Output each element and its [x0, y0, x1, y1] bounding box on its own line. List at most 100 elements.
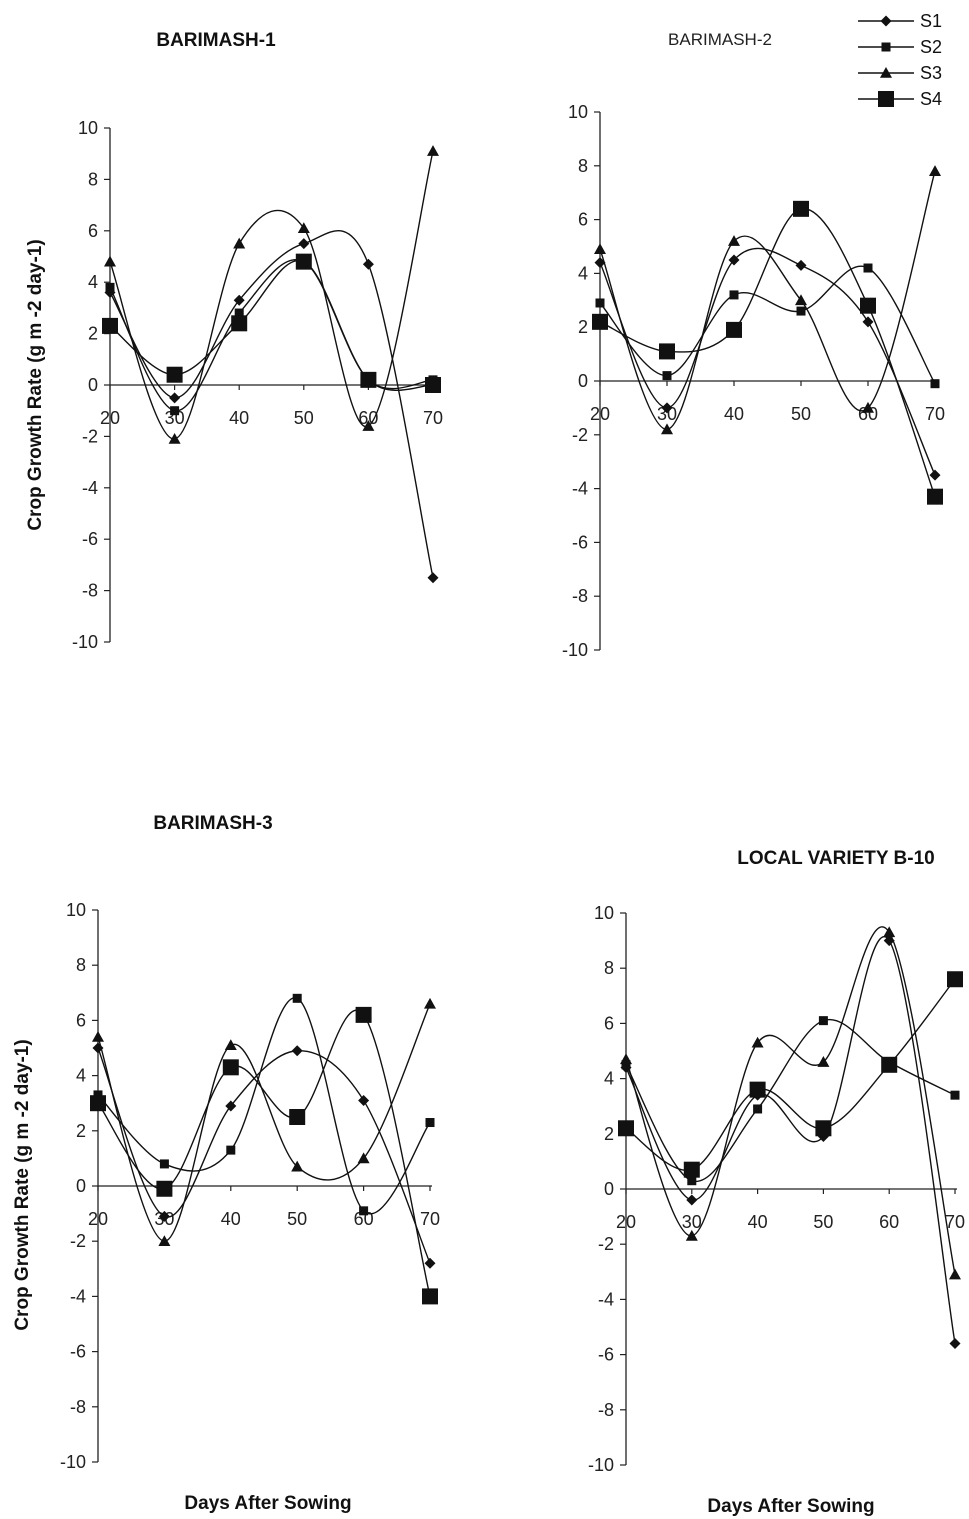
data-point-s1 — [233, 294, 245, 306]
x-tick-label: 30 — [165, 408, 185, 428]
data-point-s3 — [949, 1268, 961, 1280]
data-point-s4 — [947, 971, 963, 988]
data-point-s1 — [795, 259, 807, 271]
y-tick-label: 8 — [88, 169, 98, 189]
y-tick-label: -2 — [70, 1231, 86, 1251]
x-tick-label: 60 — [358, 408, 378, 428]
x-axis-label: Days After Sowing — [184, 1493, 351, 1514]
y-tick-label: -4 — [572, 479, 588, 499]
y-tick-label: -8 — [82, 581, 98, 601]
data-point-s4 — [295, 253, 312, 270]
legend-marker-s2 — [881, 42, 891, 52]
y-tick-label: 8 — [604, 958, 614, 978]
legend-label: S4 — [920, 89, 942, 109]
x-tick-label: 20 — [616, 1212, 636, 1232]
y-axis-label: Crop Growth Rate (g m -2 day-1) — [25, 239, 46, 530]
data-point-s3 — [357, 1152, 370, 1164]
data-point-s2 — [930, 379, 940, 389]
data-point-s2 — [425, 1118, 435, 1128]
y-tick-label: 6 — [88, 221, 98, 241]
series-line-s1 — [97, 1047, 431, 1264]
series-line-s3 — [599, 170, 936, 431]
legend-marker-s3 — [880, 67, 892, 78]
data-point-s4 — [422, 1288, 438, 1305]
data-point-s3 — [929, 165, 941, 176]
x-tick-label: 70 — [420, 1209, 440, 1229]
y-tick-label: 2 — [578, 317, 588, 337]
y-tick-label: 4 — [76, 1066, 86, 1086]
y-tick-label: -2 — [82, 426, 98, 446]
data-point-s1 — [949, 1338, 961, 1350]
series-line-s1 — [109, 230, 434, 578]
data-point-s1 — [169, 392, 181, 404]
y-tick-label: 0 — [578, 371, 588, 391]
data-point-s3 — [728, 235, 740, 246]
x-tick-label: 20 — [88, 1209, 108, 1229]
y-tick-label: -6 — [70, 1342, 86, 1362]
data-point-s2 — [292, 993, 302, 1003]
chart-marks — [90, 993, 438, 1305]
y-tick-label: -10 — [60, 1452, 86, 1472]
y-tick-label: 4 — [604, 1069, 614, 1089]
x-tick-label: 20 — [590, 404, 610, 424]
x-axis-label: Days After Sowing — [707, 1496, 874, 1517]
chart-marks — [592, 165, 943, 505]
y-tick-label: 4 — [88, 272, 98, 292]
data-point-s4 — [749, 1081, 766, 1098]
data-point-s3 — [751, 1036, 764, 1048]
legend-marker-s1 — [880, 15, 892, 27]
y-tick-label: 6 — [76, 1010, 86, 1030]
y-tick-label: 2 — [76, 1121, 86, 1141]
data-point-s1 — [424, 1257, 436, 1269]
y-tick-label: -8 — [572, 586, 588, 606]
data-point-s2 — [687, 1176, 697, 1186]
legend-label: S3 — [920, 63, 942, 83]
series-line-s3 — [625, 926, 956, 1275]
x-tick-label: 50 — [791, 404, 811, 424]
data-point-s2 — [226, 1145, 236, 1155]
data-point-s2 — [595, 298, 605, 308]
data-point-s2 — [729, 290, 739, 300]
data-point-s3 — [594, 243, 606, 254]
data-point-s4 — [881, 1056, 898, 1073]
chart-marks — [618, 926, 963, 1350]
data-point-s4 — [618, 1120, 634, 1137]
data-point-s4 — [231, 315, 248, 332]
series-line-s4 — [97, 1009, 431, 1297]
data-point-s4 — [927, 488, 943, 505]
panel-title: BARIMASH-3 — [153, 813, 272, 834]
x-tick-label: 40 — [724, 404, 744, 424]
data-point-s1 — [225, 1100, 237, 1112]
data-point-s3 — [224, 1039, 237, 1051]
y-tick-label: -8 — [598, 1400, 614, 1420]
data-point-s2 — [753, 1104, 763, 1114]
y-tick-label: -4 — [70, 1286, 86, 1306]
data-point-s2 — [662, 371, 672, 381]
legend: S1 S2 S3 S4 — [858, 11, 942, 109]
data-point-s1 — [427, 572, 439, 584]
panel-title: BARIMASH-1 — [156, 30, 276, 51]
x-tick-label: 70 — [423, 408, 443, 428]
chart-marks — [102, 145, 441, 584]
y-tick-label: -4 — [598, 1289, 614, 1309]
data-point-s4 — [360, 371, 377, 388]
data-point-s2 — [234, 308, 244, 318]
x-tick-label: 60 — [858, 404, 878, 424]
x-tick-label: 50 — [294, 408, 314, 428]
data-point-s4 — [355, 1006, 372, 1023]
y-tick-label: 0 — [604, 1179, 614, 1199]
chart-axes: -10 -8 -6 -4 -2 0 2 4 6 8 10 20 30 40 50 60 70 — [588, 903, 965, 1475]
chart-axes: -10 -8 -6 -4 -2 0 2 4 6 8 10 20 30 40 50 60 70 — [72, 118, 443, 652]
data-point-s2 — [863, 263, 873, 273]
data-point-s4 — [683, 1161, 700, 1178]
panel-barimash-3: BARIMASH-3 Crop Growth Rate (g m -2 day-… — [12, 813, 440, 1514]
data-point-s4 — [726, 321, 742, 338]
data-point-s3 — [362, 420, 375, 431]
data-point-s4 — [592, 313, 608, 330]
data-point-s2 — [359, 1206, 369, 1216]
data-point-s3 — [158, 1235, 171, 1246]
data-point-s1 — [661, 402, 673, 414]
x-tick-label: 40 — [221, 1209, 241, 1229]
series-line-s1 — [599, 247, 936, 476]
